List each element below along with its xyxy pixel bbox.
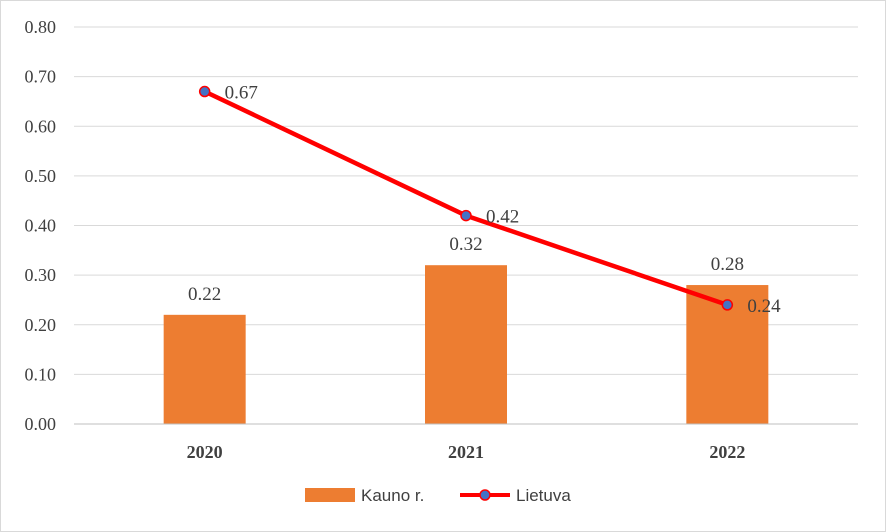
line-point (460, 209, 472, 222)
y-axis: 0.00 0.10 0.20 0.30 0.40 0.50 0.60 0.70 0.80 (25, 17, 57, 434)
bar (163, 314, 246, 424)
y-tick-label: 0.50 (25, 166, 57, 186)
x-axis: 2020 2021 2022 (74, 423, 858, 462)
data-labels: 0.22 0.32 0.28 0.67 0.42 0.24 (188, 83, 781, 317)
line-data-label: 0.67 (225, 83, 258, 104)
y-tick-label: 0.40 (25, 216, 57, 236)
legend: Kauno r. Lietuva (305, 486, 571, 505)
y-tick-label: 0.80 (25, 17, 57, 37)
y-tick-label: 0.20 (25, 315, 57, 335)
y-tick-label: 0.60 (25, 116, 57, 136)
bar-data-label: 0.22 (188, 284, 221, 305)
legend-swatch-lietuva-marker (479, 489, 491, 501)
line-point (721, 299, 734, 311)
bar-data-label: 0.32 (449, 234, 482, 255)
x-tick-label: 2022 (709, 442, 745, 462)
y-tick-label: 0.10 (25, 364, 57, 384)
line-point (198, 85, 211, 98)
bar-data-label: 0.28 (711, 254, 744, 275)
legend-swatch-kauno (305, 488, 355, 502)
y-tick-label: 0.70 (25, 67, 57, 87)
x-tick-label: 2021 (448, 442, 484, 462)
line-data-label: 0.24 (747, 296, 781, 317)
x-tick-label: 2020 (187, 442, 223, 462)
legend-label-kauno: Kauno r. (361, 486, 424, 505)
bar-series-kauno (163, 265, 769, 424)
bar (425, 265, 507, 424)
y-tick-label: 0.30 (25, 265, 57, 285)
y-tick-label: 0.00 (25, 414, 57, 434)
legend-label-lietuva: Lietuva (516, 486, 571, 505)
line-series-lietuva (198, 85, 734, 311)
line-data-label: 0.42 (486, 207, 519, 228)
